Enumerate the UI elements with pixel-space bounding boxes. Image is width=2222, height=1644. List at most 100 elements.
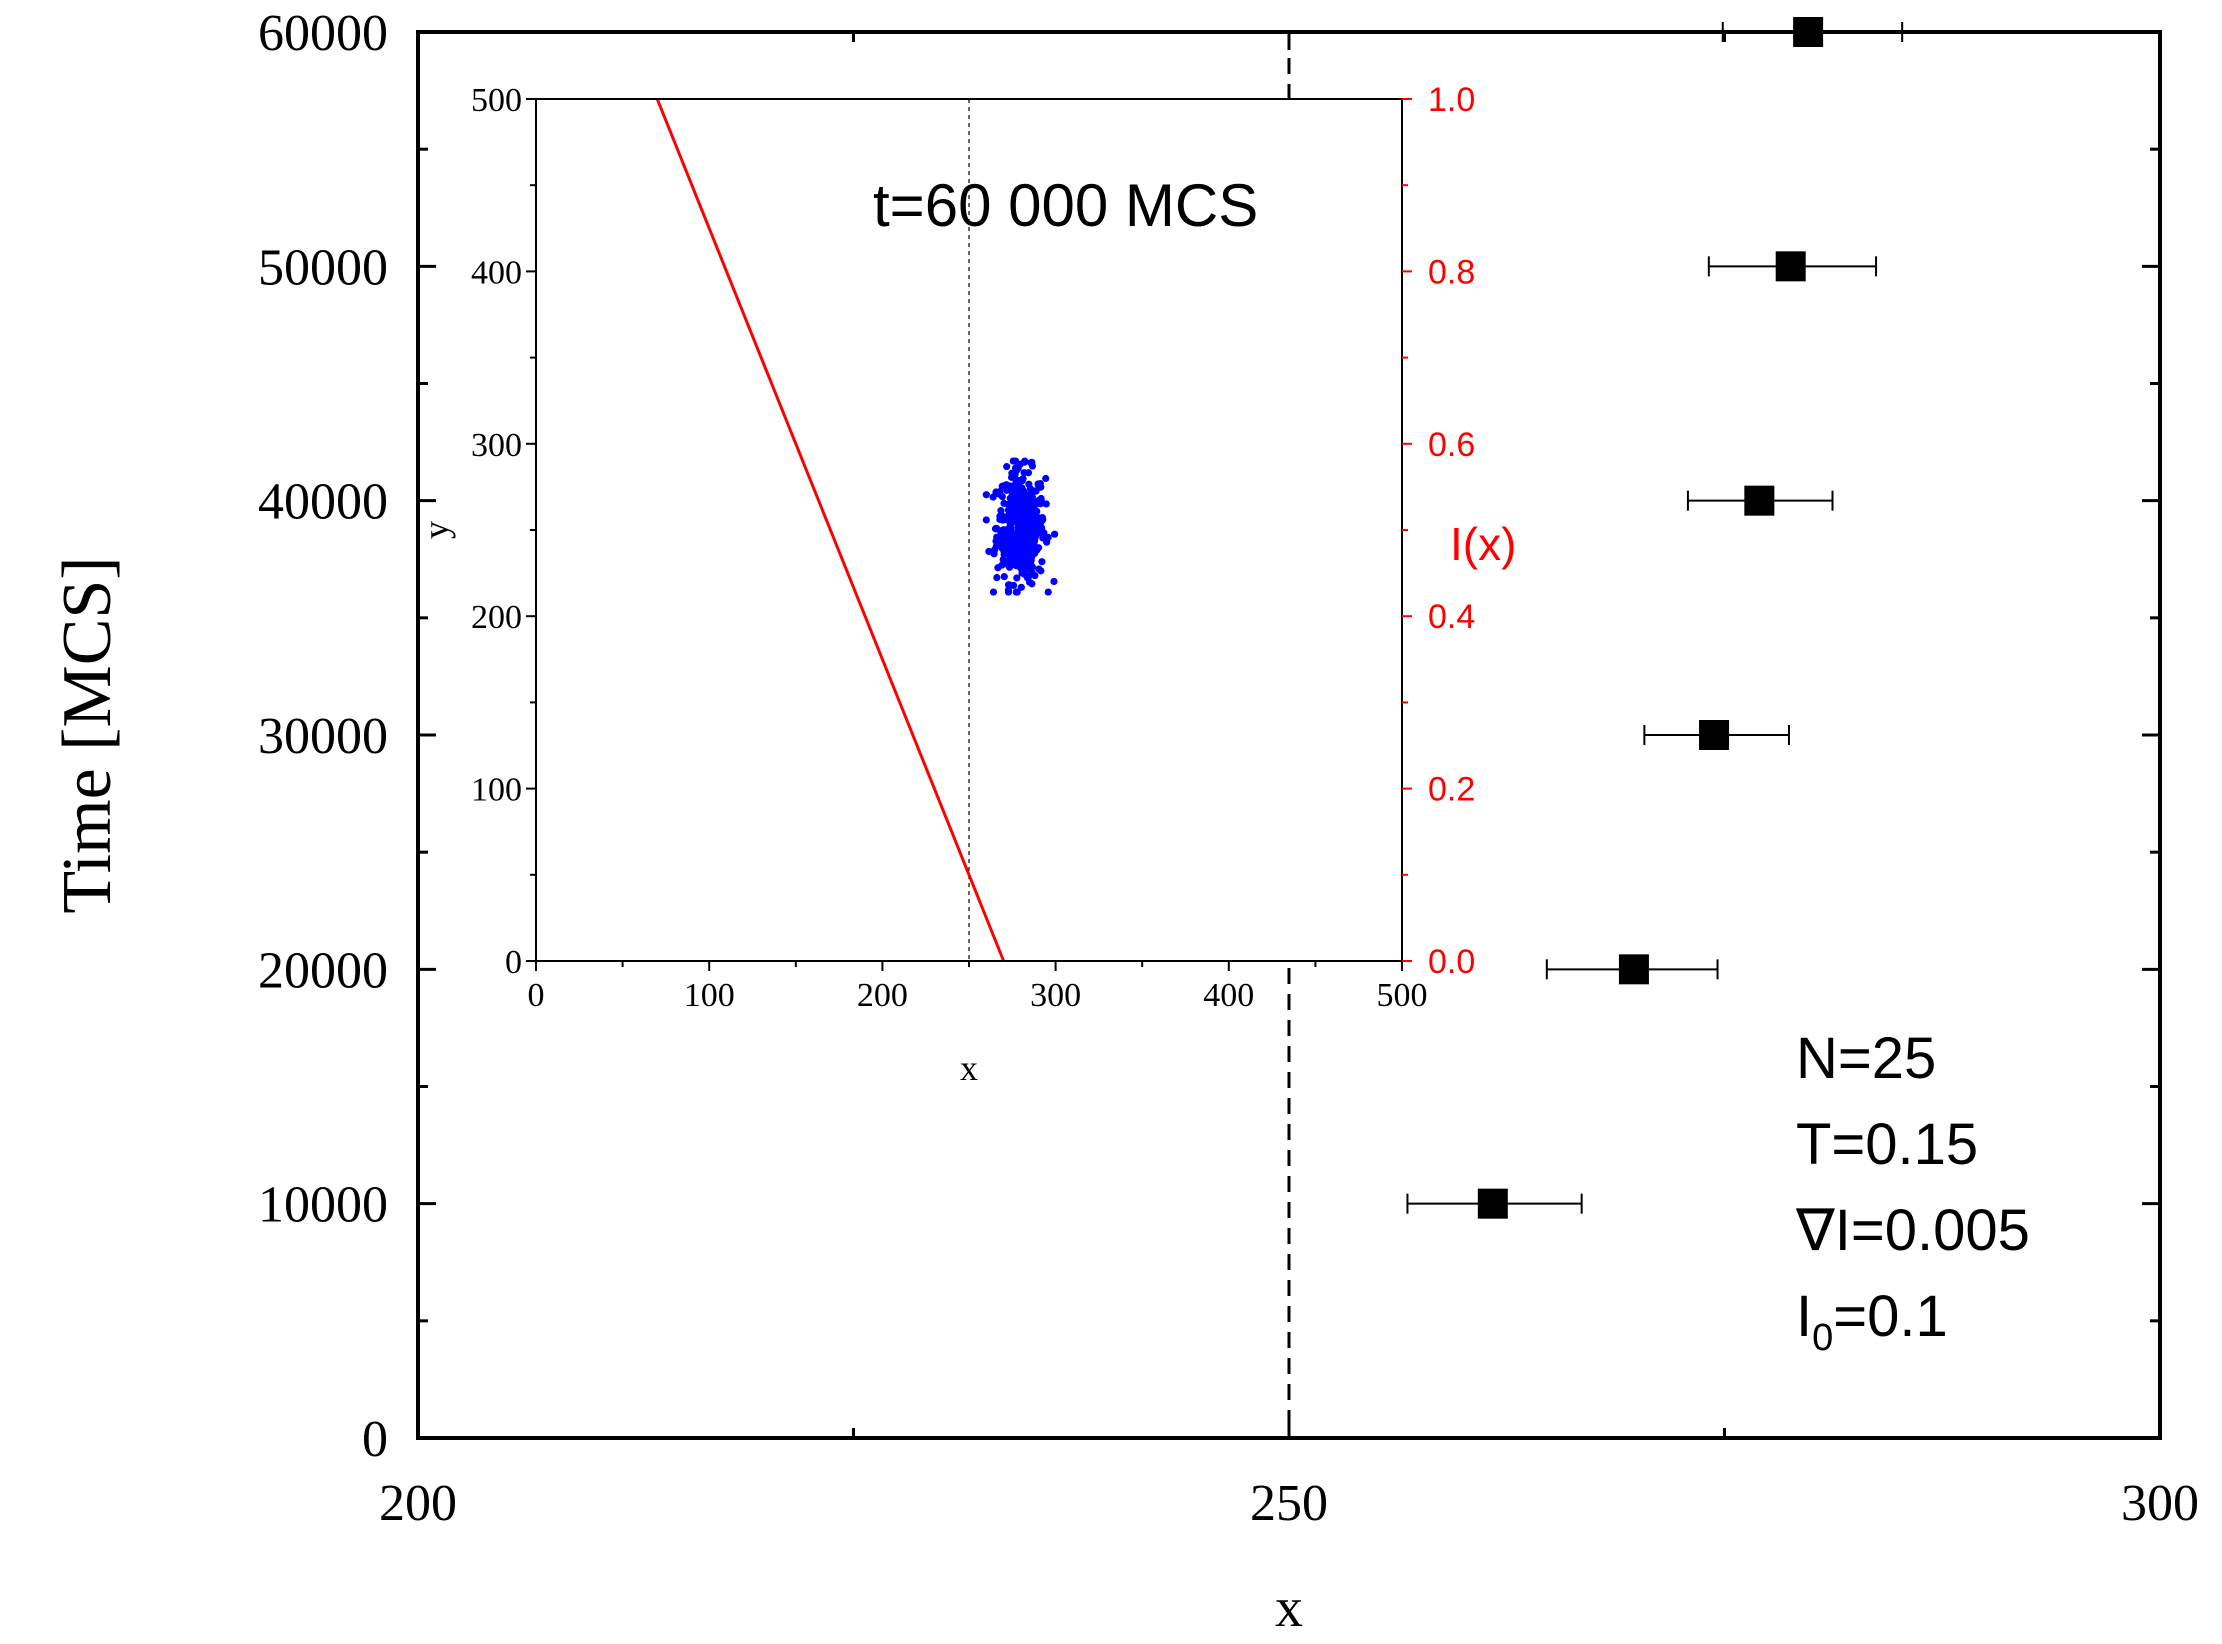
particle-point <box>1039 516 1047 524</box>
inset-right-tick-label: 0.2 <box>1428 771 1475 809</box>
particle-point <box>1021 457 1029 465</box>
particle-point <box>1004 506 1013 514</box>
particle-point <box>1042 474 1050 483</box>
param-i0-value: =0.1 <box>1833 1284 1948 1349</box>
inset-right-tick-label: 0.0 <box>1428 943 1475 981</box>
y-tick-label: 50000 <box>258 239 388 296</box>
particle-point <box>1032 510 1040 519</box>
particle-point <box>1015 532 1023 540</box>
particle-point <box>1006 494 1014 502</box>
particle-point <box>1000 482 1008 490</box>
particle-point <box>1011 464 1020 472</box>
inset-right-tick-label: 0.6 <box>1428 426 1475 464</box>
particle-point <box>1006 543 1014 551</box>
inset-x-tick-label: 400 <box>1203 977 1254 1014</box>
particle-point <box>1028 563 1037 571</box>
inset-x-tick-label: 500 <box>1377 977 1428 1014</box>
particle-point <box>1028 462 1037 470</box>
particle-point <box>982 516 990 524</box>
point-marker <box>1744 485 1775 516</box>
point-marker <box>1477 1188 1508 1219</box>
param-i0: I0=0.1 <box>1796 1284 1948 1359</box>
inset-y-tick-label: 200 <box>471 599 522 636</box>
particle-point <box>1005 563 1014 571</box>
particle-point <box>999 545 1008 554</box>
particle-point <box>990 550 998 558</box>
particle-point <box>1044 588 1052 596</box>
particle-point <box>1030 541 1038 549</box>
inset-y-tick-label: 0 <box>505 944 522 981</box>
particle-point <box>989 588 998 596</box>
point-marker <box>1775 251 1806 282</box>
particle-point <box>992 542 1000 550</box>
particle-point <box>997 507 1005 515</box>
y-axis-label: Time [MCS] <box>49 556 126 913</box>
particle-point <box>1012 588 1020 596</box>
particle-point <box>1005 581 1013 589</box>
particle-point <box>1050 577 1058 586</box>
param-temperature: T=0.15 <box>1796 1112 1978 1177</box>
particle-point <box>1035 565 1043 573</box>
particle-point <box>1038 558 1046 566</box>
inset-right-tick-label: 0.8 <box>1428 253 1475 291</box>
particle-point <box>997 530 1005 538</box>
inset-y-tick-label: 400 <box>471 254 522 291</box>
data-point <box>1686 485 1834 516</box>
particle-point <box>1035 483 1043 492</box>
inset-x-axis-label: x <box>960 1048 978 1088</box>
inset-y-tick-label: 500 <box>471 82 522 119</box>
particle-point <box>1028 580 1036 588</box>
point-marker <box>1699 720 1730 750</box>
particle-point <box>1022 509 1031 518</box>
data-point <box>1406 1188 1583 1219</box>
particle-point <box>982 491 990 499</box>
data-point <box>1721 17 1904 47</box>
particle-point <box>1028 552 1036 560</box>
parameter-box: N=25 T=0.15 ∇I=0.005 I0=0.1 <box>1795 1026 2030 1359</box>
particle-point <box>999 555 1007 564</box>
particle-point <box>996 487 1004 496</box>
particle-point <box>998 561 1006 569</box>
y-tick-label: 60000 <box>258 5 388 62</box>
inset-y-tick-label: 100 <box>471 772 522 809</box>
inset-x-tick-label: 200 <box>857 977 908 1014</box>
particle-point <box>993 573 1001 582</box>
param-i0-subscript: 0 <box>1812 1317 1833 1359</box>
inset-right-tick-label: 0.4 <box>1428 598 1475 636</box>
data-point <box>1545 954 1719 985</box>
particle-point <box>991 525 1000 533</box>
particle-point <box>1036 500 1044 508</box>
particle-point <box>1020 469 1028 477</box>
inset-x-tick-label: 0 <box>528 977 545 1014</box>
particle-point <box>999 512 1007 520</box>
inset-x-tick-label: 300 <box>1030 977 1081 1014</box>
particle-point <box>1019 487 1028 495</box>
data-point <box>1707 251 1878 282</box>
particle-point <box>1039 532 1048 540</box>
particle-point <box>1028 568 1036 577</box>
particle-point <box>1051 530 1059 538</box>
y-tick-label: 40000 <box>258 474 388 531</box>
particle-point <box>1020 568 1028 576</box>
point-marker <box>1618 954 1649 985</box>
param-gradient: ∇I=0.005 <box>1795 1198 2030 1263</box>
inset-y-axis-label: y <box>416 521 456 539</box>
particle-point <box>1021 538 1029 547</box>
particle-point <box>1031 530 1039 538</box>
particle-point <box>1012 562 1020 570</box>
particle-point <box>1013 516 1021 525</box>
x-tick-label: 300 <box>2121 1475 2199 1532</box>
particle-point <box>1008 501 1016 509</box>
param-n: N=25 <box>1796 1026 1936 1091</box>
inset-ticks: 0 100 200 300 400 50001002003004005000.00.20.… <box>471 81 1475 1014</box>
param-i0-base: I <box>1796 1284 1812 1349</box>
y-tick-label: 10000 <box>258 1177 388 1234</box>
particle-point <box>1026 485 1034 493</box>
particle-point <box>1003 462 1011 471</box>
main-plot: 200 250 3000100002000030000400005000060000… <box>49 5 2199 1639</box>
inset-y-tick-label: 300 <box>471 427 522 464</box>
particle-point <box>1009 488 1017 497</box>
particle-point <box>1014 538 1022 546</box>
